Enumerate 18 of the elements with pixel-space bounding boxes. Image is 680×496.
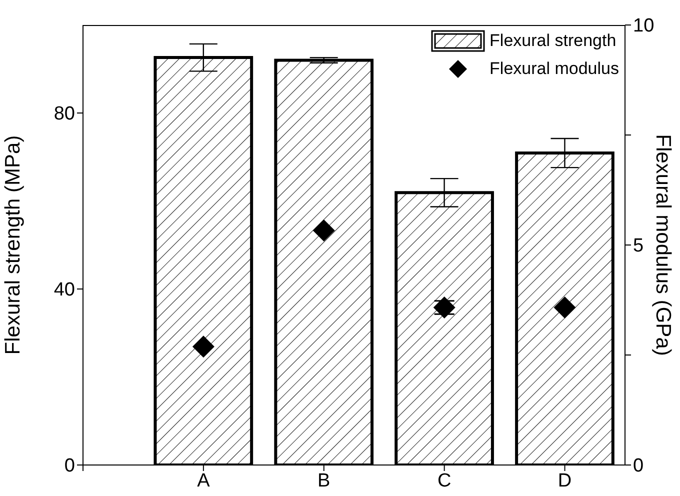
y-tick-label: 80 bbox=[54, 104, 75, 125]
y-tick-label: 0 bbox=[64, 456, 75, 477]
legend-label: Flexural strength bbox=[490, 30, 616, 52]
point bbox=[192, 336, 214, 358]
y2-tick-label: 10 bbox=[633, 16, 654, 37]
y2-axis-title: Flexural modulus (GPa) bbox=[652, 134, 675, 356]
x-tick-label: A bbox=[197, 470, 210, 492]
x-tick-label: D bbox=[558, 470, 572, 492]
point bbox=[312, 219, 335, 242]
point bbox=[433, 296, 456, 318]
y-axis-title: Flexural strength (MPa) bbox=[1, 135, 24, 355]
legend-label: Flexural modulus bbox=[490, 58, 619, 80]
x-tick-label: C bbox=[437, 470, 452, 492]
x-tick-label: B bbox=[318, 470, 330, 492]
y-tick-label: 40 bbox=[54, 280, 75, 301]
y2-tick-label: 0 bbox=[633, 456, 644, 477]
point bbox=[554, 296, 576, 318]
y2-tick-label: 5 bbox=[633, 236, 644, 257]
